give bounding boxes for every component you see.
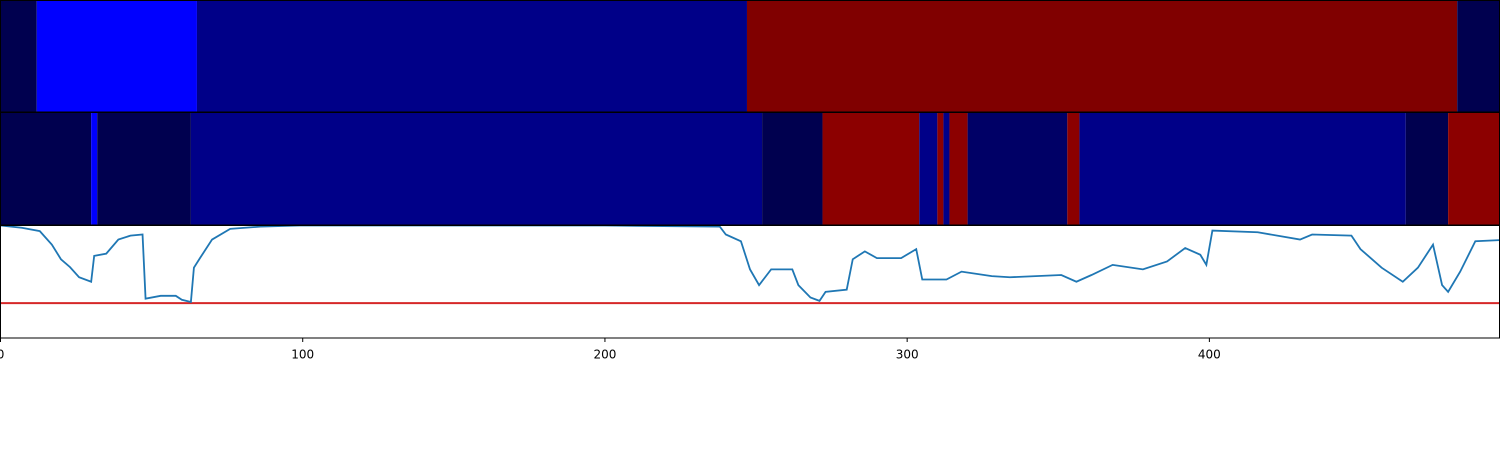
segment bbox=[949, 112, 968, 225]
segment bbox=[1079, 112, 1406, 225]
x-tick-label: 200 bbox=[593, 348, 616, 362]
segment bbox=[1067, 112, 1080, 225]
x-tick-label: 100 bbox=[291, 348, 314, 362]
segment bbox=[967, 112, 1068, 225]
segment bbox=[0, 112, 92, 225]
data-line bbox=[0, 225, 1500, 304]
x-tick-label: 300 bbox=[896, 348, 919, 362]
segment bbox=[822, 112, 920, 225]
segment bbox=[190, 112, 763, 225]
segment bbox=[91, 112, 98, 225]
segment bbox=[762, 112, 823, 225]
segment bbox=[746, 0, 1458, 112]
segment bbox=[1448, 112, 1500, 225]
segment bbox=[937, 112, 944, 225]
panel-frame bbox=[0, 225, 1500, 339]
segment bbox=[36, 0, 197, 112]
segment bbox=[196, 0, 747, 112]
segment bbox=[943, 112, 950, 225]
segment bbox=[97, 112, 191, 225]
segment bbox=[0, 0, 37, 112]
x-tick-label: 400 bbox=[1198, 348, 1221, 362]
segment bbox=[919, 112, 938, 225]
segment bbox=[1457, 0, 1500, 112]
segment bbox=[1405, 112, 1449, 225]
x-tick-label: 0 bbox=[0, 348, 4, 362]
